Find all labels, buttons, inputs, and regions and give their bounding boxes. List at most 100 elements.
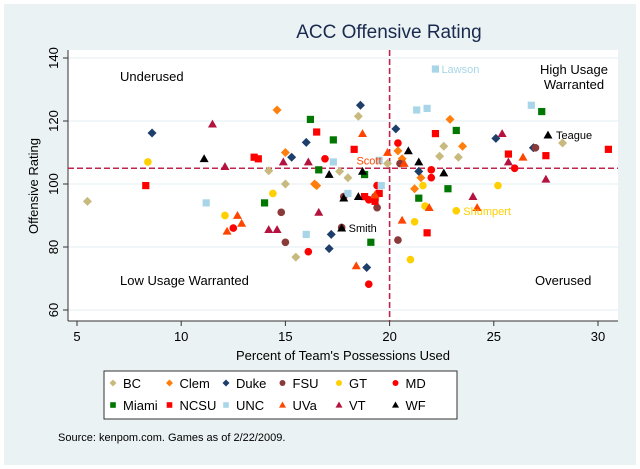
data-point-md: [364, 280, 373, 288]
data-point-gt: [406, 255, 415, 264]
data-point-duke: [414, 166, 424, 176]
data-point-md: [427, 173, 436, 182]
data-point-unc: [202, 199, 210, 207]
data-point-ncsu: [142, 181, 150, 190]
legend-label-md: MD: [406, 376, 426, 391]
gridlines: [68, 57, 618, 311]
legend-marker-uva: [279, 401, 286, 408]
annotation-label: Scott: [356, 156, 381, 168]
data-point-miami: [452, 126, 460, 135]
data-point-fsu: [281, 238, 290, 247]
x-axis-label: Percent of Team's Possessions Used: [236, 348, 450, 363]
data-point-miami: [538, 107, 546, 116]
data-point-unc: [423, 104, 431, 112]
reference-lines: [68, 50, 618, 321]
data-point-uva: [424, 203, 434, 211]
data-point-bc: [343, 173, 353, 183]
data-point-bc: [435, 151, 445, 161]
series-gt: [144, 158, 502, 264]
data-point-vt: [303, 157, 313, 166]
data-point-wf: [199, 154, 209, 163]
data-point-bc: [439, 141, 449, 151]
data-point-wf: [414, 157, 424, 166]
data-point-miami: [444, 185, 452, 193]
data-point-ncsu: [360, 193, 369, 201]
annotation-label: Teague: [556, 130, 592, 142]
data-point-uva: [383, 148, 393, 156]
data-point-ncsu: [423, 229, 431, 237]
series-md: [229, 139, 519, 288]
data-point-unc: [375, 156, 383, 164]
y-tick-label: 140: [46, 47, 61, 69]
data-point-unc: [302, 230, 310, 238]
legend-marker-fsu: [279, 380, 286, 386]
legend-label-vt: VT: [349, 398, 366, 413]
annotations: Lawson Scott Teague Shumpert Smith: [349, 64, 592, 235]
data-point-ncsu: [250, 153, 258, 161]
data-point-bc: [264, 166, 274, 176]
y-axis-label: Offensive Rating: [26, 138, 41, 234]
series-uva: [222, 129, 528, 270]
legend-label-miami: Miami: [123, 398, 158, 413]
data-point-clem: [280, 148, 290, 157]
data-point-bc: [383, 159, 393, 169]
data-point-unc: [329, 158, 337, 166]
chart-title: ACC Offensive Rating: [296, 22, 482, 43]
data-point-wf: [403, 146, 413, 155]
legend-label-unc: UNC: [236, 398, 264, 413]
data-point-md: [304, 247, 313, 256]
legend-label-uva: UVa: [293, 398, 318, 413]
series-duke: [147, 100, 538, 272]
data-point-md: [394, 139, 402, 147]
data-point-duke: [491, 133, 501, 143]
data-point-gt: [410, 217, 419, 226]
data-point-vt: [314, 207, 324, 216]
data-point-unc: [413, 106, 421, 114]
data-point-duke: [324, 244, 334, 254]
data-point-uva: [370, 190, 380, 199]
x-tick-label: 20: [382, 329, 396, 344]
x-tick-label: 5: [73, 329, 80, 344]
data-points: [82, 65, 613, 288]
plot-area: [68, 50, 618, 321]
legend-label-ncsu: NCSU: [180, 398, 217, 413]
data-point-bc: [335, 166, 345, 176]
data-point-fsu: [277, 208, 286, 217]
data-point-wf: [324, 170, 334, 178]
data-point-fsu: [373, 203, 381, 212]
data-point-wf: [339, 193, 349, 202]
data-point-wf: [439, 168, 449, 177]
data-point-uva: [237, 218, 247, 227]
legend-marker-wf: [392, 401, 399, 408]
y-tick-label: 80: [46, 240, 61, 254]
data-point-miami: [367, 238, 375, 246]
annotation-label: Lawson: [441, 64, 479, 76]
quadrant-label-top-left: Underused: [120, 69, 184, 84]
y-tick-label: 100: [46, 173, 61, 195]
data-point-unc: [527, 101, 535, 109]
data-point-gt: [144, 158, 152, 166]
data-point-vt: [220, 162, 230, 171]
legend-marker-miami: [110, 402, 116, 408]
legend-marker-unc: [223, 402, 229, 408]
data-point-md: [229, 224, 238, 232]
legend-marker-bc: [109, 379, 117, 387]
data-point-fsu: [394, 236, 402, 244]
legend-label-gt: GT: [349, 376, 367, 391]
data-point-clem: [272, 105, 282, 115]
data-point-miami: [306, 115, 315, 124]
data-point-vt: [503, 157, 513, 166]
data-point-uva: [399, 159, 409, 167]
data-point-vt: [497, 129, 507, 137]
data-point-bc: [280, 179, 290, 189]
data-point-uva: [358, 129, 368, 137]
legend-label-bc: BC: [123, 376, 141, 391]
data-point-duke: [287, 152, 297, 162]
series-vt: [207, 119, 551, 234]
x-tick-label: 30: [591, 329, 605, 344]
data-point-gt: [494, 181, 502, 190]
data-point-gt: [419, 181, 427, 190]
legend-marker-ncsu: [166, 402, 173, 408]
data-point-wf: [337, 223, 347, 232]
